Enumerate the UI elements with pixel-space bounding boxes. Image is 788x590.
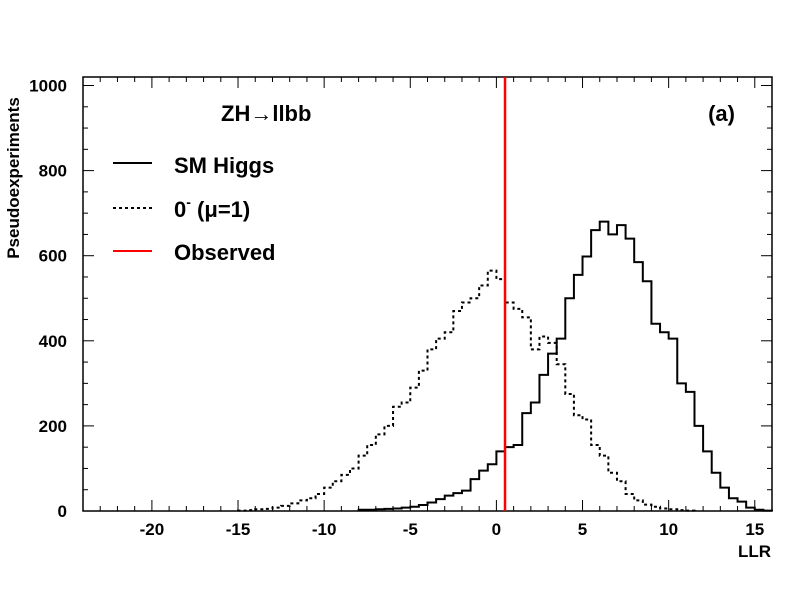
x-axis-label: LLR	[738, 542, 771, 561]
chart-title: ZH→llbb	[221, 101, 311, 126]
legend: SM Higgs 0- (μ=1) Observed	[113, 153, 276, 265]
histogram-series	[237, 220, 773, 512]
x-tick-label: 15	[745, 520, 764, 539]
y-tick-label: 200	[39, 417, 67, 436]
y-tick-label: 400	[39, 332, 67, 351]
legend-label-0minus: 0- (μ=1)	[174, 194, 250, 222]
y-tick-label: 0	[58, 502, 67, 521]
legend-0minus-base: 0	[174, 197, 186, 222]
x-tick-label: 10	[659, 520, 678, 539]
y-tick-labels: 0 200 400 600 800 1000	[29, 77, 67, 521]
x-tick-label: -20	[140, 520, 165, 539]
legend-0minus-suffix: (μ=1)	[191, 197, 250, 222]
x-tick-label: 5	[578, 520, 587, 539]
x-tick-label: -10	[312, 520, 337, 539]
x-tick-labels: -20 -15 -10 -5 0 5 10 15	[140, 520, 765, 539]
x-tick-label: -5	[403, 520, 418, 539]
axis-ticks	[82, 77, 773, 512]
legend-label-sm-higgs: SM Higgs	[174, 153, 274, 178]
x-tick-label: 0	[492, 520, 501, 539]
y-tick-label: 1000	[29, 77, 67, 96]
legend-label-observed: Observed	[174, 240, 276, 265]
legend-0minus-superscript: -	[186, 194, 191, 210]
panel-label: (a)	[708, 101, 735, 126]
plot-frame	[82, 76, 773, 512]
x-tick-label: -15	[226, 520, 251, 539]
y-tick-label: 800	[39, 162, 67, 181]
series-0minus	[237, 269, 696, 512]
y-tick-label: 600	[39, 247, 67, 266]
series-sm-higgs	[357, 220, 773, 512]
y-axis-label: Pseudoexperiments	[4, 97, 23, 259]
